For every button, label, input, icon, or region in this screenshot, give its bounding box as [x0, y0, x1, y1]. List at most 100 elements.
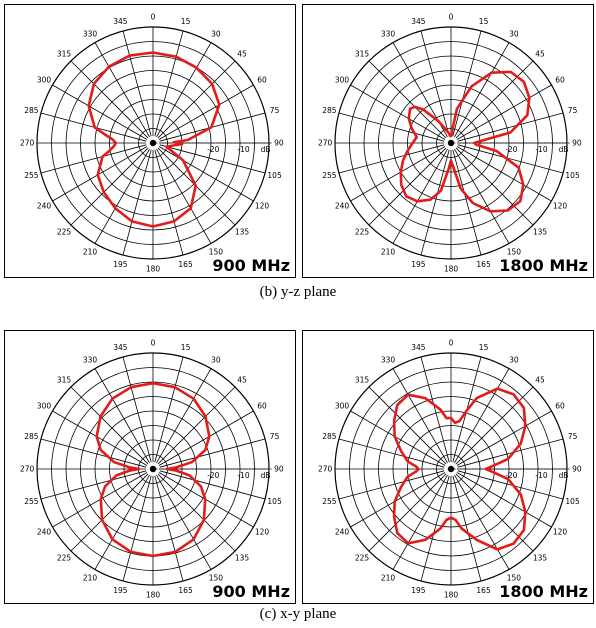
radial-label: dB [261, 471, 271, 480]
angle-label: 240 [335, 527, 350, 536]
grid-spoke [392, 474, 448, 570]
angle-label: 210 [381, 247, 396, 256]
angle-label: 150 [507, 573, 522, 582]
grid-spoke [70, 147, 149, 226]
angle-label: 225 [355, 553, 370, 562]
pattern-trace [87, 51, 221, 228]
frequency-label: 900 MHz [212, 582, 290, 601]
grid-spoke [40, 144, 147, 174]
grid-spoke [350, 410, 446, 466]
grid-spoke [456, 410, 552, 466]
radial-label: -10 [237, 145, 249, 154]
angle-label: 135 [235, 553, 250, 562]
angle-label: 75 [270, 432, 280, 441]
angle-label: 270 [20, 465, 35, 474]
grid-spoke [159, 470, 266, 500]
polar-plot-yz-900: 0 15 30 45 60 75 90 105 120 135 150 165 180 195 210 225… [4, 4, 296, 278]
grid-spoke [368, 147, 447, 226]
grid-spoke [392, 148, 448, 244]
angle-label: 345 [411, 343, 426, 352]
angle-label: 255 [24, 171, 39, 180]
grid-spoke [154, 356, 184, 463]
grid-spoke [368, 386, 447, 465]
grid-spoke [122, 475, 152, 582]
grid-spoke [40, 470, 147, 500]
angle-label: 135 [533, 553, 548, 562]
angle-label: 90 [274, 465, 284, 474]
angle-label: 165 [178, 260, 193, 269]
angle-label: 60 [257, 76, 267, 85]
angle-label: 315 [355, 50, 370, 59]
angle-label: 45 [237, 376, 247, 385]
grid-spoke [52, 84, 148, 140]
angle-label: 330 [83, 30, 98, 39]
grid-spoke [122, 149, 152, 256]
radial-label: -20 [207, 145, 219, 154]
grid-spoke [457, 438, 564, 468]
grid-spoke [420, 149, 450, 256]
angle-label: 0 [449, 13, 454, 22]
grid-spoke [338, 144, 445, 174]
grid-spoke [154, 149, 184, 256]
plot-frame [302, 330, 594, 604]
polar-chart-svg: 0 15 30 45 60 75 90 105 120 135 150 165 180 195 210 225… [302, 4, 594, 278]
grid-spoke [338, 112, 445, 142]
angle-label: 195 [113, 260, 128, 269]
angle-label: 225 [57, 553, 72, 562]
frequency-label: 900 MHz [212, 256, 290, 275]
grid-spoke [457, 144, 564, 174]
angle-label: 105 [267, 497, 282, 506]
angle-label: 270 [318, 465, 333, 474]
grid-spoke [154, 475, 184, 582]
angle-label: 30 [211, 30, 221, 39]
angle-label: 300 [37, 76, 52, 85]
grid-spoke [156, 474, 212, 570]
freq-label-box [506, 582, 591, 601]
angle-label: 150 [209, 247, 224, 256]
radial-label: dB [261, 145, 271, 154]
angle-label: 150 [507, 247, 522, 256]
polar-chart-svg: 0 15 30 45 60 75 90 105 120 135 150 165 180 195 210 225… [4, 330, 296, 604]
angle-label: 210 [381, 573, 396, 582]
angle-label: 90 [572, 139, 582, 148]
angle-label: 15 [181, 17, 191, 26]
angle-label: 90 [274, 139, 284, 148]
angle-label: 330 [83, 356, 98, 365]
angle-label: 60 [555, 402, 565, 411]
freq-label-box [217, 582, 293, 601]
grid-spoke [94, 148, 150, 244]
center-marker [149, 139, 157, 147]
grid-spoke [457, 470, 564, 500]
grid-spoke [158, 84, 254, 140]
center-marker [149, 465, 157, 473]
angle-label: 315 [355, 376, 370, 385]
angle-label: 30 [509, 30, 519, 39]
angle-label: 210 [83, 573, 98, 582]
grid-spoke [52, 146, 148, 202]
grid-spoke [420, 30, 450, 137]
angle-label: 105 [565, 171, 580, 180]
radial-label: -10 [535, 145, 547, 154]
grid-spoke [156, 42, 212, 138]
angle-label: 270 [20, 139, 35, 148]
grid-spoke [420, 475, 450, 582]
grid-spoke [452, 149, 482, 256]
angle-label: 165 [476, 586, 491, 595]
grid-spoke [52, 410, 148, 466]
polar-plot-xy-900: 0 15 30 45 60 75 90 105 120 135 150 165 180 195 210 225… [4, 330, 296, 604]
polar-chart-svg: 0 15 30 45 60 75 90 105 120 135 150 165 180 195 210 225… [4, 4, 296, 278]
grid-spoke [457, 112, 564, 142]
grid-spoke [456, 472, 552, 528]
grid-spoke [157, 473, 236, 552]
grid-spoke [454, 474, 510, 570]
angle-label: 285 [24, 432, 39, 441]
grid-spoke [70, 60, 149, 139]
radial-label: -10 [237, 471, 249, 480]
grid-spoke [122, 30, 152, 137]
angle-label: 165 [476, 260, 491, 269]
angle-label: 180 [444, 590, 459, 599]
caption-xy-plane: (c) x-y plane [259, 606, 337, 622]
radial-label: dB [559, 145, 569, 154]
grid-spoke [454, 368, 510, 464]
angle-label: 180 [146, 590, 161, 599]
